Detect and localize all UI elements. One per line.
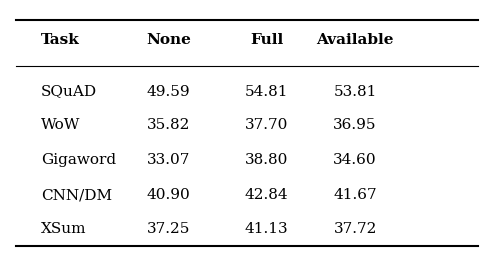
Text: XSum: XSum [41, 222, 86, 236]
Text: 49.59: 49.59 [147, 85, 190, 98]
Text: Available: Available [316, 33, 394, 47]
Text: 38.80: 38.80 [245, 153, 288, 167]
Text: 53.81: 53.81 [333, 85, 377, 98]
Text: 42.84: 42.84 [245, 188, 288, 202]
Text: 35.82: 35.82 [147, 118, 190, 132]
Text: 37.70: 37.70 [245, 118, 288, 132]
Text: Task: Task [41, 33, 80, 47]
Text: 40.90: 40.90 [147, 188, 190, 202]
Text: 54.81: 54.81 [245, 85, 288, 98]
Text: None: None [146, 33, 191, 47]
Text: 41.67: 41.67 [333, 188, 377, 202]
Text: WoW: WoW [41, 118, 80, 132]
Text: CNN/DM: CNN/DM [41, 188, 112, 202]
Text: 33.07: 33.07 [147, 153, 190, 167]
Text: Gigaword: Gigaword [41, 153, 116, 167]
Text: 37.25: 37.25 [147, 222, 190, 236]
Text: Full: Full [250, 33, 283, 47]
Text: SQuAD: SQuAD [41, 85, 97, 98]
Text: 41.13: 41.13 [245, 222, 288, 236]
Text: 34.60: 34.60 [333, 153, 377, 167]
Text: 37.72: 37.72 [333, 222, 377, 236]
Text: 36.95: 36.95 [333, 118, 377, 132]
